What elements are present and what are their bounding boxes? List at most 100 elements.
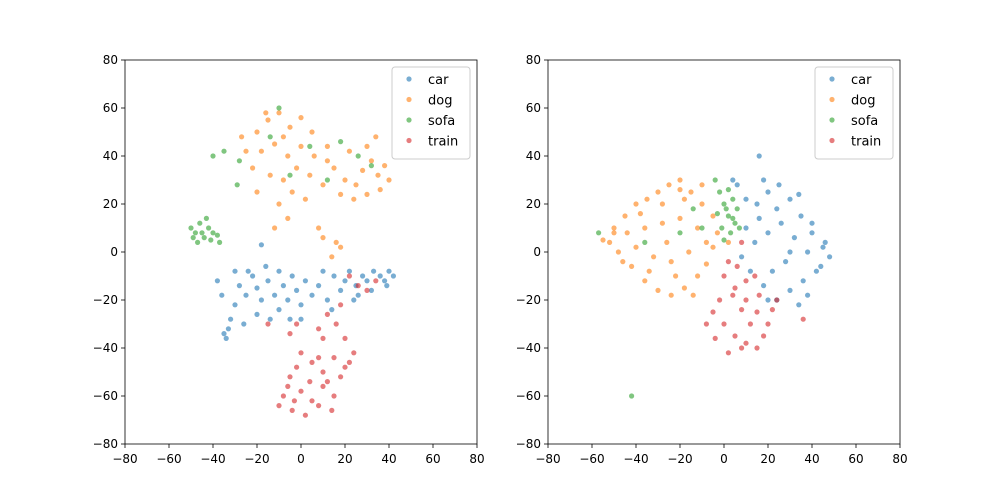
- point-car-35: [371, 268, 377, 274]
- point-dog-47: [263, 110, 269, 116]
- point-sofa-23: [234, 182, 240, 188]
- x-tick-label: 60: [848, 452, 863, 466]
- point-sofa-15: [699, 225, 705, 231]
- legend-marker-train: [829, 137, 835, 144]
- y-tick-label: −80: [516, 437, 541, 451]
- point-sofa-4: [734, 206, 740, 212]
- point-sofa-1: [192, 230, 198, 236]
- point-car-16: [223, 335, 229, 341]
- point-dog-40: [329, 254, 335, 260]
- point-car-19: [791, 235, 798, 241]
- point-dog-29: [338, 191, 344, 197]
- point-dog-32: [272, 225, 278, 231]
- point-sofa-8: [721, 237, 727, 243]
- point-sofa-10: [208, 237, 214, 243]
- point-car-45: [287, 316, 293, 322]
- point-sofa-24: [287, 172, 293, 178]
- point-sofa-20: [596, 230, 602, 236]
- point-train-17: [294, 364, 300, 370]
- point-dog-22: [368, 158, 374, 164]
- point-car-31: [730, 177, 736, 183]
- point-dog-34: [243, 148, 249, 154]
- legend: car dog sofa train: [391, 66, 471, 160]
- x-tick-label: 60: [425, 452, 440, 466]
- point-car-34: [809, 220, 815, 226]
- point-sofa-0: [188, 225, 194, 231]
- point-car-0: [236, 283, 242, 289]
- y-tick-label: 60: [103, 101, 118, 115]
- point-train-24: [774, 297, 780, 303]
- y-tick-label: −60: [516, 389, 541, 403]
- legend-label-sofa: sofa: [428, 114, 455, 129]
- point-dog-38: [333, 239, 339, 245]
- point-sofa-6: [728, 230, 734, 236]
- point-dog-44: [346, 148, 352, 154]
- point-dog-15: [294, 165, 300, 171]
- point-dog-17: [320, 182, 326, 188]
- legend-marker-sofa: [829, 117, 835, 123]
- point-train-27: [265, 321, 271, 327]
- point-train-11: [703, 321, 710, 327]
- x-tick-label: −20: [667, 452, 692, 466]
- point-car-7: [820, 244, 826, 250]
- point-train-23: [324, 311, 330, 317]
- point-car-43: [320, 268, 326, 274]
- point-dog-5: [655, 189, 661, 195]
- point-car-33: [787, 249, 793, 255]
- point-car-33: [360, 273, 366, 279]
- point-train-21: [725, 259, 732, 265]
- point-car-10: [289, 273, 295, 279]
- point-car-18: [254, 311, 260, 317]
- point-sofa-1: [721, 201, 727, 207]
- point-car-9: [813, 268, 820, 274]
- y-tick-label: 60: [526, 101, 541, 115]
- point-train-11: [289, 407, 295, 413]
- point-sofa-0: [717, 189, 723, 195]
- x-tick-label: 0: [720, 452, 728, 466]
- point-train-18: [307, 379, 313, 385]
- point-dog-30: [651, 254, 657, 260]
- point-train-22: [739, 239, 745, 245]
- point-car-20: [805, 249, 811, 255]
- point-dog-20: [353, 182, 359, 188]
- point-car-13: [302, 278, 308, 284]
- point-dog-9: [699, 201, 705, 207]
- legend-label-train: train: [428, 135, 458, 150]
- legend-marker-dog: [406, 96, 412, 103]
- x-tick-label: 80: [892, 452, 907, 466]
- point-car-17: [765, 230, 771, 236]
- point-car-1: [243, 292, 249, 298]
- point-car-8: [280, 283, 286, 289]
- point-dog-36: [316, 225, 322, 231]
- point-car-25: [734, 182, 740, 188]
- point-sofa-5: [210, 230, 216, 236]
- legend-marker-train: [406, 137, 412, 144]
- x-tick-label: 0: [297, 452, 305, 466]
- point-dog-21: [360, 167, 366, 173]
- point-sofa-16: [267, 134, 273, 140]
- point-train-9: [331, 393, 337, 399]
- data-points: [596, 153, 833, 399]
- point-dog-2: [276, 110, 282, 116]
- point-sofa-18: [642, 239, 648, 245]
- point-car-49: [221, 331, 227, 337]
- point-dog-0: [254, 129, 260, 135]
- point-train-5: [287, 374, 293, 380]
- point-sofa-15: [276, 105, 282, 111]
- point-sofa-17: [307, 143, 313, 149]
- point-car-24: [743, 196, 749, 202]
- point-dog-16: [307, 172, 313, 178]
- point-dog-39: [637, 211, 644, 217]
- point-train-32: [276, 403, 282, 409]
- point-dog-29: [668, 259, 674, 265]
- point-car-2: [250, 273, 256, 279]
- point-car-3: [254, 285, 260, 291]
- point-train-3: [754, 309, 760, 315]
- y-tick-label: 20: [103, 197, 118, 211]
- point-train-8: [320, 383, 326, 389]
- point-sofa-7: [732, 220, 738, 226]
- point-train-28: [346, 273, 352, 279]
- point-train-17: [769, 307, 776, 313]
- y-tick-label: 0: [533, 245, 541, 259]
- y-tick-label: −20: [93, 293, 118, 307]
